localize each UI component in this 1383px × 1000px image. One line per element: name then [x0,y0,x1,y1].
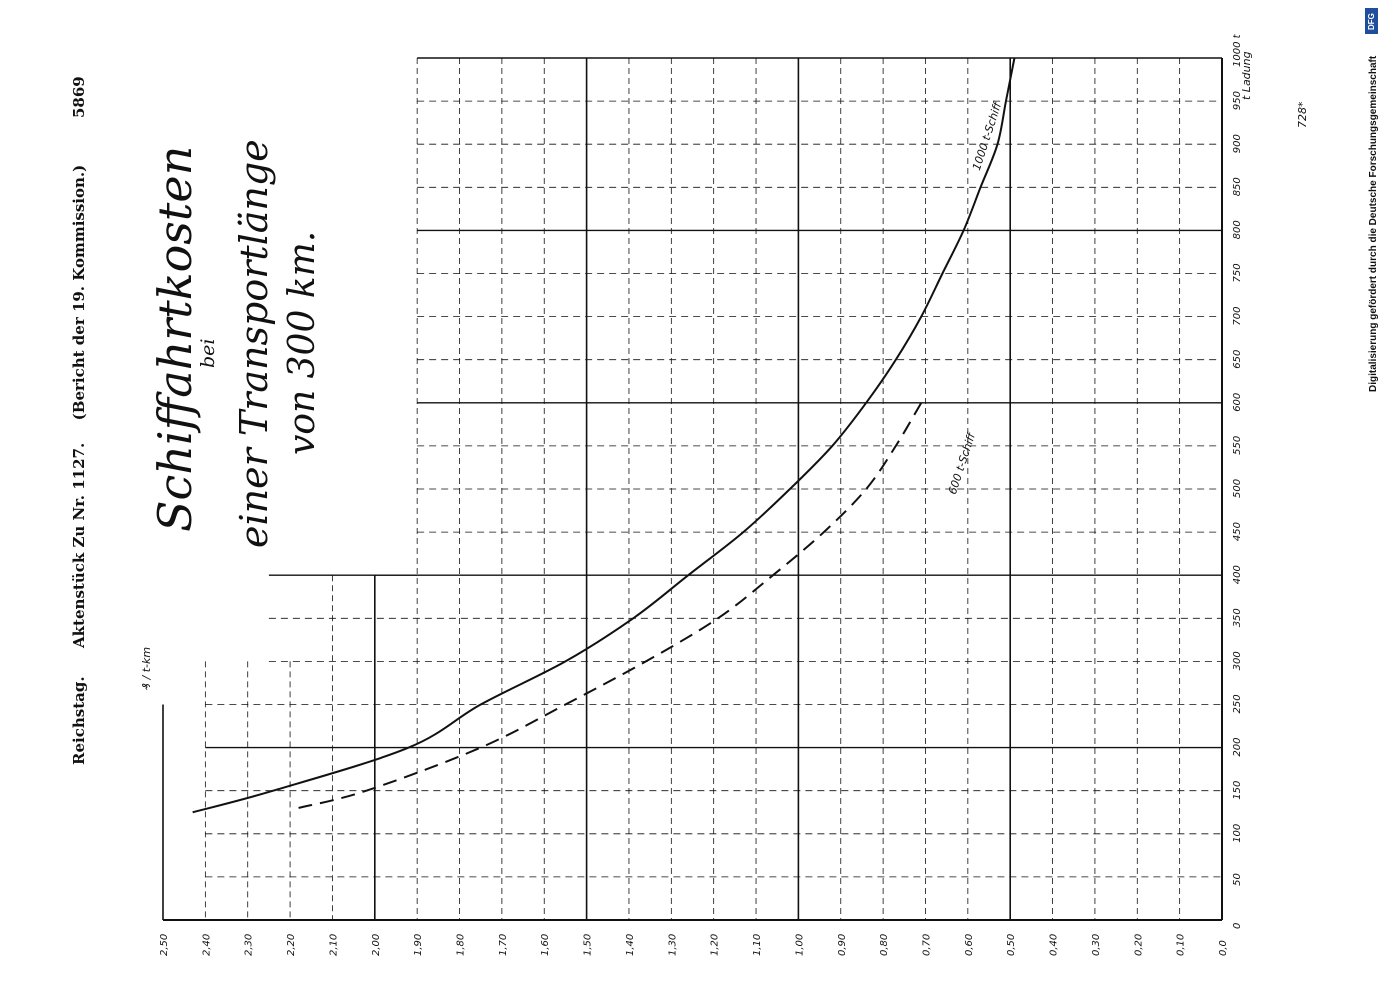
x-tick-label: 550 [1232,436,1243,455]
x-tick-label: 450 [1232,522,1243,541]
chart-subtitle-3: von 300 km. [282,230,323,455]
y-tick-label: 1,60 [540,934,551,956]
series-line-1000t [192,57,1016,814]
y-tick-label: 2,50 [159,934,170,956]
chart-subtitle-1: bei [197,338,219,368]
x-tick-label: 50 [1232,873,1243,886]
header-aktenstueck: Aktenstück Zu Nr. 1127. [70,442,88,648]
chart-title: Schiffahrtkosten [148,145,202,532]
y-tick-label: 1,80 [456,934,467,956]
page-number: 5869 [70,76,88,118]
chart-grid [162,57,1223,921]
y-tick-label: 2,40 [201,934,212,956]
x-tick-label: 1000 t [1232,33,1243,67]
y-tick-label: 0,80 [879,934,890,956]
y-tick-label: 0,60 [964,934,975,956]
header-reichstag: Reichstag. [70,676,88,765]
x-tick-label: 300 [1232,651,1243,670]
x-tick-labels: 0 50 100 150 200 250 300 350 400 450 500 550 600 650 7… [1232,33,1243,929]
y-tick-labels: 0,0 0,10 0,20 0,30 0,40 0,50 0,60 0,70 0,80 0,90 1… [159,934,1229,956]
y-tick-label: 1,40 [625,934,636,956]
corner-note: 728* [1296,101,1309,129]
header-bericht: (Bericht der 19. Kommission.) [70,164,88,421]
y-axis-label: ₰ / t-km [140,646,153,690]
dfg-logo: DFG [1365,8,1378,34]
x-tick-label: 800 [1232,220,1243,239]
x-tick-label: 150 [1232,781,1243,800]
y-tick-label: 0,50 [1006,934,1017,956]
y-tick-label: 1,00 [794,934,805,956]
x-tick-label: 850 [1232,177,1243,196]
digitization-note: Digitalisierung gefördert durch die Deut… [1368,55,1379,392]
x-tick-label: 250 [1232,694,1243,713]
chart-curves [192,57,1016,814]
y-tick-label: 2,30 [244,934,255,956]
x-tick-label: 350 [1232,608,1243,627]
x-tick-label: 0 [1232,923,1243,929]
y-tick-label: 2,20 [286,934,297,956]
x-tick-label: 600 [1232,393,1243,412]
x-tick-label: 900 [1232,134,1243,153]
y-tick-label: 1,10 [752,934,763,956]
y-tick-label: 0,40 [1049,934,1060,956]
y-tick-label: 0,20 [1133,934,1144,956]
x-tick-label: 100 [1232,824,1243,843]
y-tick-label: 1,90 [413,934,424,956]
chart-subtitle-2: einer Transportlänge [232,139,276,548]
x-tick-label: 500 [1232,479,1243,498]
y-tick-label: 2,00 [371,934,382,956]
x-tick-label: 400 [1232,565,1243,584]
y-tick-label: 1,20 [710,934,721,956]
x-tick-label: 650 [1232,350,1243,369]
x-tick-label: 200 [1232,738,1243,757]
y-tick-label: 0,10 [1176,934,1187,956]
series-line-600t [298,402,923,809]
x-axis-label: t Ladung [1240,51,1253,100]
y-tick-label: 0,30 [1091,934,1102,956]
x-tick-label: 950 [1232,91,1243,110]
y-tick-label: 2,10 [328,934,339,956]
x-tick-label: 700 [1232,307,1243,326]
y-tick-label: 1,30 [667,934,678,956]
y-tick-label: 0,0 [1218,940,1229,956]
y-tick-label: 1,50 [583,934,594,956]
y-tick-label: 0,70 [921,934,932,956]
y-tick-label: 1,70 [498,934,509,956]
x-tick-label: 750 [1232,263,1243,282]
y-tick-label: 0,90 [837,934,848,956]
